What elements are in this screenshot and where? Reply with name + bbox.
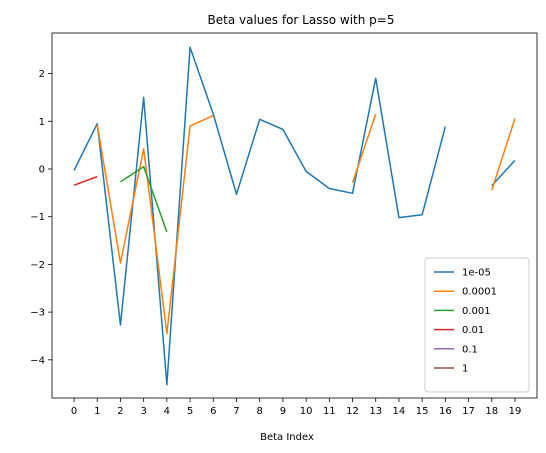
plot-frame: [51, 32, 538, 399]
x-tick-label-1: 1: [94, 406, 100, 417]
legend-label-5: 1: [462, 364, 468, 375]
series-line-2-segment-0: [120, 165, 168, 233]
series-line-0-segment-0: [73, 46, 447, 386]
legend: 1e-05 0.0001 0.001 0.01 0.1 1: [424, 257, 530, 393]
y-tick-label--4: −4: [30, 355, 45, 366]
x-tick-label-14: 14: [393, 406, 406, 417]
legend-label-1: 0.0001: [462, 287, 497, 298]
legend-label-2: 0.001: [462, 306, 491, 317]
x-tick-label-19: 19: [509, 406, 522, 417]
y-tick-label-1: 1: [39, 117, 45, 128]
axes-layer: 0 1 2 3 4 5 6 7 8 9 10 11 12 13 14 15 16 17 18 19−4−3−2−101…: [30, 32, 538, 417]
x-tick-label-12: 12: [346, 406, 359, 417]
x-tick-label-6: 6: [210, 406, 216, 417]
x-tick-label-17: 17: [462, 406, 475, 417]
x-tick-label-8: 8: [257, 406, 263, 417]
series-layer: [73, 46, 516, 386]
legend-label-3: 0.01: [462, 325, 484, 336]
x-tick-label-18: 18: [485, 406, 498, 417]
series-line-0-segment-1: [491, 159, 516, 187]
x-tick-label-15: 15: [416, 406, 429, 417]
series-line-1-segment-2: [491, 118, 516, 191]
y-tick-label--2: −2: [30, 260, 45, 271]
x-tick-label-9: 9: [280, 406, 286, 417]
series-line-1-segment-1: [351, 113, 377, 184]
x-tick-label-3: 3: [140, 406, 146, 417]
x-tick-label-5: 5: [187, 406, 193, 417]
series-line-1-segment-0: [96, 114, 214, 335]
y-tick-label--1: −1: [30, 212, 45, 223]
x-tick-label-10: 10: [300, 406, 313, 417]
x-tick-label-2: 2: [117, 406, 123, 417]
legend-label-4: 0.1: [462, 344, 478, 355]
x-tick-label-11: 11: [323, 406, 336, 417]
x-tick-label-16: 16: [439, 406, 452, 417]
chart-title: Beta values for Lasso with p=5: [208, 13, 395, 27]
x-tick-label-0: 0: [71, 406, 77, 417]
x-tick-label-13: 13: [369, 406, 382, 417]
x-tick-label-4: 4: [164, 406, 170, 417]
series-line-3-segment-0: [73, 175, 98, 186]
x-tick-label-7: 7: [233, 406, 239, 417]
x-axis-label: Beta Index: [260, 432, 314, 443]
legend-label-0: 1e-05: [462, 268, 491, 279]
y-tick-label-0: 0: [39, 164, 45, 175]
y-tick-label-2: 2: [39, 69, 45, 80]
y-tick-label--3: −3: [30, 308, 45, 319]
